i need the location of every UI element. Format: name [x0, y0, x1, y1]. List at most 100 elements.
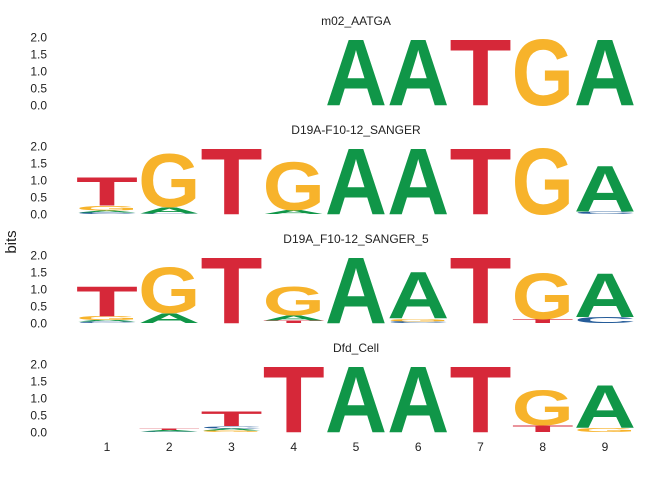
panel-title: D19A_F10-12_SANGER_5: [283, 232, 429, 246]
letter-G: G: [512, 381, 574, 437]
logo-column: A: [387, 129, 449, 235]
y-tick-label: 1.0: [30, 174, 47, 188]
y-tick-label: 1.5: [30, 157, 47, 171]
y-tick-label: 0.5: [30, 409, 47, 423]
letter-T: T: [450, 128, 512, 234]
y-tick-label: 2.0: [30, 249, 47, 263]
y-tick-label: 1.0: [30, 65, 47, 79]
letter-A: A: [574, 373, 636, 441]
letter-A: A: [387, 129, 449, 235]
x-tick-label: 4: [290, 440, 297, 454]
logo-column: A: [325, 20, 387, 126]
y-tick-label: 1.5: [30, 375, 47, 389]
logo-column: T: [450, 128, 512, 234]
letter-T: T: [76, 169, 138, 214]
letter-A: A: [387, 260, 449, 334]
letter-G: G: [512, 261, 574, 334]
logo-column: TAG: [263, 279, 325, 324]
logo-column: TG: [512, 381, 574, 437]
letter-A: A: [138, 430, 200, 432]
logo-column: AG: [263, 148, 325, 225]
logo-column: CA: [574, 260, 636, 330]
y-tick-label: 1.5: [30, 266, 47, 280]
logo-column: T: [263, 346, 325, 452]
letter-G: G: [138, 140, 200, 224]
letter-T: T: [450, 346, 512, 452]
letter-C: C: [76, 321, 138, 323]
letter-G: G: [76, 315, 138, 321]
logo-column: G: [512, 19, 574, 125]
letter-C: C: [138, 431, 200, 432]
letter-C: C: [574, 211, 636, 215]
letter-C: C: [387, 321, 449, 324]
logo-column: A: [387, 20, 449, 126]
letter-A: A: [325, 347, 387, 453]
x-axis: 1 2 3 4 5 6 7 8 9: [104, 440, 609, 454]
logo-column: T: [201, 128, 263, 234]
letter-A: A: [263, 314, 325, 322]
letter-A: A: [325, 129, 387, 235]
y-tick-label: 0.0: [30, 426, 47, 440]
letter-T: T: [263, 346, 325, 452]
letter-T: T: [138, 428, 200, 430]
letter-T: T: [263, 320, 325, 324]
y-tick-label: 2.0: [30, 358, 47, 372]
y-tick-label: 2.0: [30, 140, 47, 154]
logo-column: T: [450, 19, 512, 125]
letter-T: T: [201, 237, 263, 343]
letter-C: C: [76, 212, 138, 215]
logo-column: A: [325, 347, 387, 453]
logo-column: A: [574, 20, 636, 126]
y-tick-label: 0.0: [30, 99, 47, 113]
letter-G: G: [138, 254, 200, 327]
letter-T: T: [76, 278, 138, 325]
y-tick-label: 2.0: [30, 31, 47, 45]
letter-C: C: [138, 213, 200, 214]
x-tick-label: 8: [539, 440, 546, 454]
logo-column: T: [450, 346, 512, 452]
letter-A: A: [76, 210, 138, 213]
letter-T: T: [512, 318, 574, 324]
letter-G: G: [512, 128, 574, 234]
x-tick-label: 3: [228, 440, 235, 454]
letter-A: A: [387, 20, 449, 126]
y-axis-label: bits: [3, 230, 20, 253]
letter-A: A: [325, 20, 387, 126]
letter-T: T: [450, 237, 512, 343]
letter-A: A: [201, 428, 263, 431]
letter-A: A: [138, 206, 200, 216]
letter-A: A: [138, 310, 200, 326]
letter-T: T: [450, 19, 512, 125]
y-tick-label: 0.0: [30, 317, 47, 331]
y-tick-label: 1.0: [30, 392, 47, 406]
letter-A: A: [325, 238, 387, 344]
logo-column: CAG: [138, 140, 200, 224]
x-tick-label: 6: [415, 440, 422, 454]
x-tick-label: 9: [602, 440, 609, 454]
logo-column: AG: [138, 254, 200, 327]
y-tick-label: 0.5: [30, 191, 47, 205]
panel-title: m02_AATGA: [321, 14, 391, 28]
letter-G: G: [387, 318, 449, 322]
letter-A: A: [574, 260, 636, 330]
letter-G: G: [574, 427, 636, 433]
x-tick-label: 7: [477, 440, 484, 454]
letter-A: A: [263, 209, 325, 215]
logo-column: GA: [574, 373, 636, 441]
letter-G: G: [263, 279, 325, 324]
panel-title: Dfd_Cell: [333, 341, 379, 355]
y-tick-label: 1.5: [30, 48, 47, 62]
logo-column: CGA: [387, 260, 449, 334]
letter-T: T: [201, 128, 263, 234]
y-tick-label: 1.0: [30, 283, 47, 297]
panel-title: D19A-F10-12_SANGER: [291, 123, 421, 137]
y-tick-label: 0.0: [30, 208, 47, 222]
letter-G: G: [76, 204, 138, 211]
letter-A: A: [574, 153, 636, 226]
